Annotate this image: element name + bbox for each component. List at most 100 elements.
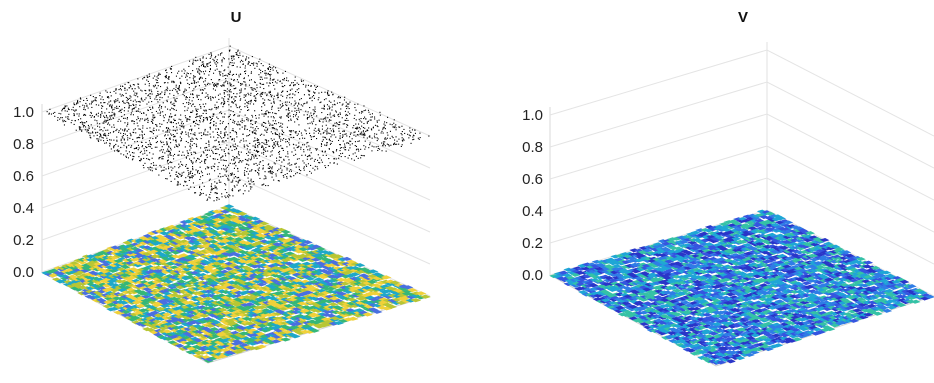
scatter-point (324, 117, 326, 119)
scatter-point (204, 83, 206, 85)
scatter-point (294, 84, 296, 86)
scatter-point (285, 141, 287, 143)
scatter-point (287, 151, 289, 153)
scatter-point (294, 121, 296, 123)
scatter-point (202, 175, 204, 177)
scatter-point (251, 87, 253, 89)
scatter-point (158, 74, 160, 76)
scatter-point (228, 49, 230, 51)
scatter-point (192, 103, 194, 105)
scatter-point (175, 141, 177, 143)
scatter-point (155, 137, 157, 139)
scatter-point (288, 120, 290, 122)
scatter-point (199, 73, 201, 75)
scatter-point (153, 164, 155, 166)
scatter-point (165, 168, 167, 170)
scatter-point (268, 122, 270, 124)
scatter-point (280, 116, 282, 118)
scatter-point (242, 63, 244, 65)
scatter-point (224, 134, 226, 136)
scatter-point (79, 101, 81, 103)
scatter-point (396, 143, 398, 145)
scatter-point (312, 167, 314, 169)
scatter-point (298, 103, 300, 105)
scatter-point (218, 70, 220, 72)
scatter-point (192, 161, 194, 163)
scatter-point (231, 58, 233, 60)
scatter-point (363, 105, 365, 107)
scatter-point (201, 135, 203, 137)
scatter-point (197, 81, 199, 83)
scatter-point (295, 131, 297, 133)
scatter-point (72, 106, 74, 108)
scatter-point (111, 106, 113, 108)
scatter-point (345, 101, 347, 103)
scatter-point (215, 186, 217, 188)
scatter-point (221, 102, 223, 104)
scatter-point (311, 123, 313, 125)
scatter-point (232, 111, 234, 113)
scatter-point (135, 104, 137, 106)
scatter-point (187, 82, 189, 84)
scatter-point (268, 63, 270, 65)
scatter-point (177, 154, 179, 156)
scatter-point (347, 114, 349, 116)
scatter-point (331, 106, 333, 108)
scatter-point (239, 99, 241, 101)
scatter-point (393, 143, 395, 145)
scatter-point (227, 152, 229, 154)
scatter-point (233, 115, 235, 117)
scatter-point (347, 119, 349, 121)
scatter-point (205, 112, 207, 114)
scatter-point (168, 118, 170, 120)
scatter-point (164, 90, 166, 92)
scatter-point (320, 133, 322, 135)
scatter-point (243, 140, 245, 142)
scatter-point (186, 75, 188, 77)
scatter-point (361, 125, 363, 127)
scatter-point (401, 125, 403, 127)
scatter-point (166, 150, 168, 152)
scatter-point (166, 141, 168, 143)
scatter-point (112, 109, 114, 111)
scatter-point (211, 188, 213, 190)
scatter-point (189, 77, 191, 79)
scatter-point (127, 122, 129, 124)
scatter-point (97, 112, 99, 114)
scatter-point (231, 59, 233, 61)
scatter-point (98, 138, 100, 140)
scatter-point (337, 97, 339, 99)
scatter-point (135, 147, 137, 149)
scatter-point (167, 96, 169, 98)
scatter-point (106, 108, 108, 110)
surface-patch (280, 337, 291, 342)
scatter-point (223, 99, 225, 101)
scatter-point (141, 118, 143, 120)
scatter-point (213, 121, 215, 123)
scatter-point (147, 109, 149, 111)
scatter-point (173, 94, 175, 96)
scatter-point (210, 99, 212, 101)
scatter-point (277, 180, 279, 182)
scatter-point (354, 145, 356, 147)
scatter-point (251, 56, 253, 58)
scatter-point (197, 170, 199, 172)
scatter-point (366, 137, 368, 139)
scatter-point (244, 106, 246, 108)
scatter-point (284, 70, 286, 72)
scatter-point (215, 128, 217, 130)
scatter-point (265, 127, 267, 129)
scatter-point (388, 144, 390, 146)
surface-patch (410, 298, 422, 303)
scatter-point (213, 85, 215, 87)
scatter-point (327, 117, 329, 119)
scatter-point (294, 163, 296, 165)
scatter-point (178, 85, 180, 87)
scatter-point (159, 150, 161, 152)
scatter-point (250, 188, 252, 190)
surface-patch (155, 234, 165, 239)
scatter-point (268, 112, 270, 114)
scatter-point (400, 145, 402, 147)
scatter-point (228, 90, 230, 92)
scatter-point (329, 162, 331, 164)
